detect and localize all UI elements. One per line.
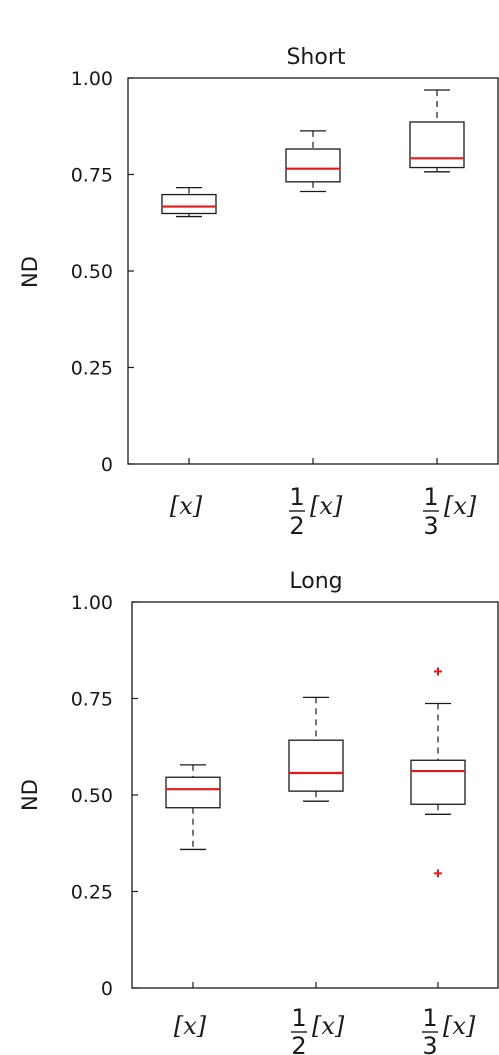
box-iqr — [165, 776, 221, 809]
box — [165, 764, 221, 988]
category-label: 1 3 [x] — [423, 483, 477, 540]
outlier-point — [434, 869, 442, 878]
y-tick-label: 0.25 — [71, 358, 113, 380]
y-tick-label: 0.50 — [71, 261, 113, 283]
category-label: 1 2 [x] — [289, 483, 343, 540]
box-iqr — [285, 148, 341, 183]
category-label: 1 2 [x] — [291, 1004, 345, 1055]
y-axis-label: ND — [18, 256, 42, 288]
category-label: 1 3 [x] — [422, 1004, 476, 1055]
category-label-text: [x] — [310, 492, 343, 520]
category-label-text: [x] — [174, 1012, 207, 1040]
box-iqr — [288, 739, 344, 792]
box — [410, 667, 466, 988]
category-label: [x] — [174, 1012, 207, 1040]
panel-long: Long ND 0 0.25 0.50 0.75 1.00 [x] 1 2 [x] 1 … — [18, 569, 499, 1055]
y-tick-label: 0.25 — [71, 882, 113, 904]
fraction-denominator: 2 — [291, 1032, 306, 1055]
box-iqr — [409, 121, 465, 169]
fraction-denominator: 3 — [423, 512, 438, 540]
y-tick-label: 0 — [101, 454, 113, 476]
y-axis-label: ND — [18, 779, 42, 811]
panel-title: Long — [289, 569, 342, 594]
fraction-denominator: 2 — [289, 512, 304, 540]
fraction-numerator: 1 — [422, 1004, 437, 1032]
box-iqr — [410, 759, 466, 805]
box — [285, 130, 341, 464]
fraction-numerator: 1 — [289, 483, 304, 511]
panel-short: Short ND 0 0.25 0.50 0.75 1.00 [x] 1 2 [x] 1… — [18, 45, 499, 540]
panel-title: Short — [286, 45, 345, 70]
category-label-text: [x] — [312, 1012, 345, 1040]
y-axis-ticks: 0 0.25 0.50 0.75 1.00 — [71, 68, 134, 476]
fraction-denominator: 3 — [422, 1032, 437, 1055]
outlier-point — [434, 667, 442, 676]
box — [288, 696, 344, 988]
y-tick-label: 1.00 — [71, 68, 113, 90]
y-tick-label: 0 — [101, 978, 113, 1000]
fraction-numerator: 1 — [291, 1004, 306, 1032]
y-tick-label: 1.00 — [71, 592, 113, 614]
category-label: [x] — [170, 492, 203, 520]
y-axis-ticks: 0 0.25 0.50 0.75 1.00 — [71, 592, 138, 1000]
fraction-numerator: 1 — [423, 483, 438, 511]
box-iqr — [161, 193, 217, 215]
y-tick-label: 0.75 — [71, 689, 113, 711]
y-tick-label: 0.50 — [71, 785, 113, 807]
y-tick-label: 0.75 — [71, 165, 113, 187]
category-label-text: [x] — [170, 492, 203, 520]
box-series — [165, 667, 466, 988]
box-series — [161, 89, 465, 464]
category-label-text: [x] — [443, 1012, 476, 1040]
category-label-text: [x] — [444, 492, 477, 520]
box — [409, 89, 465, 464]
box — [161, 186, 217, 464]
